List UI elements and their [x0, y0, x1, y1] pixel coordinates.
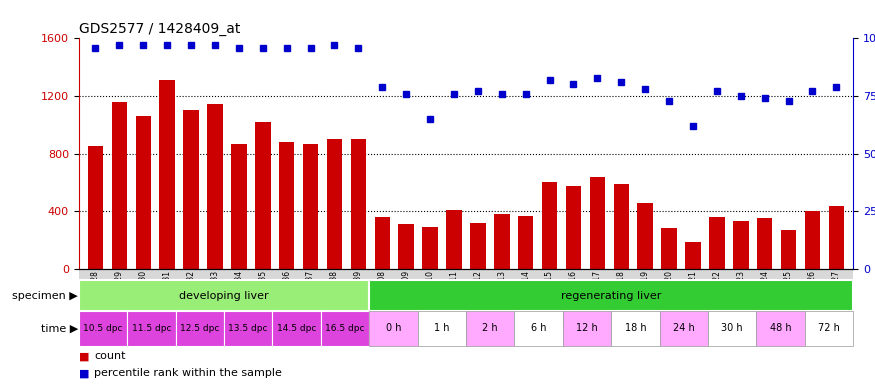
Text: 2 h: 2 h [482, 323, 498, 333]
Text: 12.5 dpc: 12.5 dpc [180, 324, 220, 333]
Text: ■: ■ [79, 368, 89, 378]
Bar [351, 139, 366, 269]
Bar [255, 122, 270, 269]
Bar [757, 218, 773, 269]
Bar [279, 142, 295, 269]
Text: 16.5 dpc: 16.5 dpc [326, 324, 365, 333]
Text: percentile rank within the sample: percentile rank within the sample [94, 368, 283, 378]
Bar [112, 103, 127, 269]
Text: regenerating liver: regenerating liver [561, 291, 662, 301]
Bar [88, 146, 103, 269]
Bar [127, 311, 176, 346]
Text: developing liver: developing liver [179, 291, 269, 301]
Bar [207, 104, 223, 269]
Bar [79, 280, 369, 311]
Text: 13.5 dpc: 13.5 dpc [228, 324, 268, 333]
Bar [733, 221, 748, 269]
Bar [446, 210, 462, 269]
Bar [224, 311, 272, 346]
Text: GDS2577 / 1428409_at: GDS2577 / 1428409_at [79, 22, 240, 36]
Text: 14.5 dpc: 14.5 dpc [276, 324, 316, 333]
Bar [326, 139, 342, 269]
Bar [417, 311, 466, 346]
Text: specimen ▶: specimen ▶ [12, 291, 78, 301]
Bar [780, 230, 796, 269]
Bar [637, 203, 653, 269]
Bar [660, 311, 708, 346]
Text: 18 h: 18 h [625, 323, 646, 333]
Text: 11.5 dpc: 11.5 dpc [131, 324, 172, 333]
Text: 0 h: 0 h [386, 323, 401, 333]
Bar [662, 228, 677, 269]
Bar [176, 311, 224, 346]
Text: 30 h: 30 h [721, 323, 743, 333]
Bar [321, 311, 369, 346]
Bar [79, 311, 127, 346]
Bar [136, 116, 151, 269]
Bar [566, 186, 581, 269]
Bar [369, 280, 853, 311]
Bar [805, 311, 853, 346]
Text: 24 h: 24 h [673, 323, 695, 333]
Bar [563, 311, 611, 346]
Bar [470, 223, 486, 269]
Bar [423, 227, 438, 269]
Text: 12 h: 12 h [576, 323, 598, 333]
Bar [613, 184, 629, 269]
Text: 48 h: 48 h [770, 323, 791, 333]
Text: time ▶: time ▶ [40, 323, 78, 333]
Text: count: count [94, 351, 126, 361]
Bar [611, 311, 660, 346]
Bar [709, 217, 724, 269]
Text: 72 h: 72 h [818, 323, 840, 333]
Text: 10.5 dpc: 10.5 dpc [83, 324, 123, 333]
Bar [231, 144, 247, 269]
Bar [272, 311, 321, 346]
Bar [514, 311, 563, 346]
Bar [685, 242, 701, 269]
Text: 1 h: 1 h [434, 323, 450, 333]
Bar [369, 311, 417, 346]
Bar [184, 111, 199, 269]
Text: ■: ■ [79, 351, 89, 361]
Bar [159, 80, 175, 269]
Bar [708, 311, 756, 346]
Text: 6 h: 6 h [531, 323, 546, 333]
Bar [374, 217, 390, 269]
Bar [829, 206, 844, 269]
Bar [398, 224, 414, 269]
Bar [590, 177, 605, 269]
Bar [756, 311, 805, 346]
Bar [542, 182, 557, 269]
Bar [303, 144, 318, 269]
Bar [518, 215, 534, 269]
Bar [805, 211, 820, 269]
Bar [494, 214, 509, 269]
Bar [466, 311, 514, 346]
